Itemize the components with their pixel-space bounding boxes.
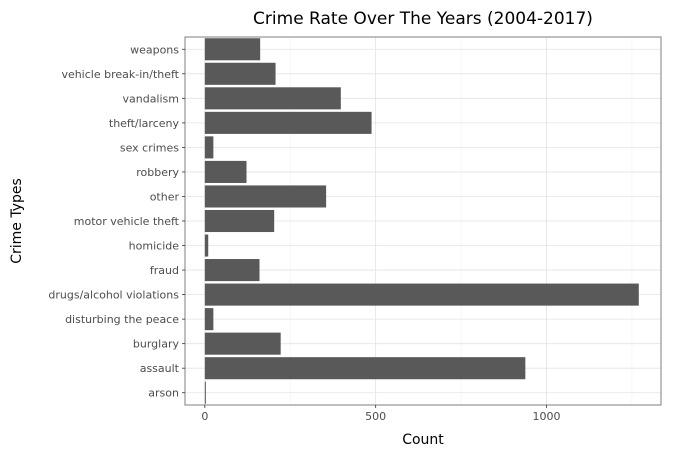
y-axis-ticks: arson assault burglary disturbing the peace… xyxy=(48,43,185,400)
y-tick-label: vandalism xyxy=(122,92,179,105)
bar-burglary xyxy=(204,332,281,355)
bar-weapons xyxy=(204,38,261,61)
x-tick-label: 500 xyxy=(365,410,386,423)
y-tick-label: weapons xyxy=(130,43,179,56)
bar-motor-vehicle-theft xyxy=(204,209,275,233)
y-tick-label: theft/larceny xyxy=(109,117,180,130)
bar-arson xyxy=(204,381,206,404)
bar-sex-crimes xyxy=(204,136,214,159)
y-tick-label: fraud xyxy=(150,264,179,277)
y-tick-label: sex crimes xyxy=(120,141,179,154)
x-axis-ticks: 0 500 1000 xyxy=(201,405,561,423)
bar-vehicle-break-in-theft xyxy=(204,62,276,85)
bar-disturbing-the-peace xyxy=(204,308,214,331)
y-tick-label: homicide xyxy=(129,240,180,253)
y-tick-label: motor vehicle theft xyxy=(74,215,180,228)
y-tick-label: drugs/alcohol violations xyxy=(48,289,179,302)
x-tick-label: 0 xyxy=(201,410,208,423)
bar-fraud xyxy=(204,259,260,282)
bars xyxy=(204,38,639,404)
bar-assault xyxy=(204,357,526,380)
y-tick-label: robbery xyxy=(136,166,179,179)
y-tick-label: burglary xyxy=(133,338,180,351)
bar-drugs-alcohol-violations xyxy=(204,283,639,306)
y-tick-label: assault xyxy=(140,362,180,375)
y-tick-label: arson xyxy=(148,387,179,400)
x-axis-title: Count xyxy=(402,432,444,448)
bar-homicide xyxy=(204,234,209,257)
chart-title: Crime Rate Over The Years (2004-2017) xyxy=(253,9,593,29)
y-axis-title: Crime Types xyxy=(9,178,25,264)
x-tick-label: 1000 xyxy=(533,410,561,423)
y-tick-label: other xyxy=(150,190,180,203)
bar-other xyxy=(204,185,327,208)
bar-vandalism xyxy=(204,87,341,110)
bar-robbery xyxy=(204,160,247,183)
y-tick-label: disturbing the peace xyxy=(65,313,179,326)
y-tick-label: vehicle break-in/theft xyxy=(61,68,179,81)
bar-theft-larceny xyxy=(204,111,372,134)
